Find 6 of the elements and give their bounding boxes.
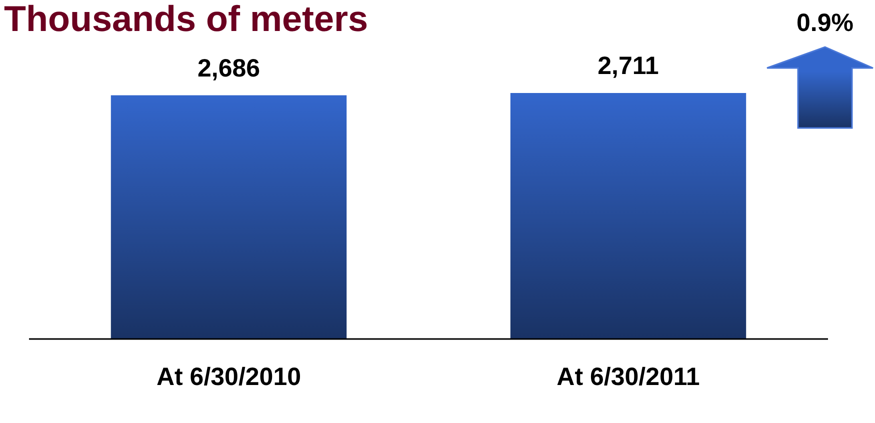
data-label: 2,686 — [197, 54, 260, 82]
chart-title: Thousands of meters — [4, 0, 368, 39]
data-label: 2,711 — [598, 52, 659, 80]
x-tick-label: At 6/30/2010 — [156, 363, 302, 391]
text: 0.9% — [796, 9, 854, 37]
x-tick-label: At 6/30/2011 — [556, 363, 700, 391]
